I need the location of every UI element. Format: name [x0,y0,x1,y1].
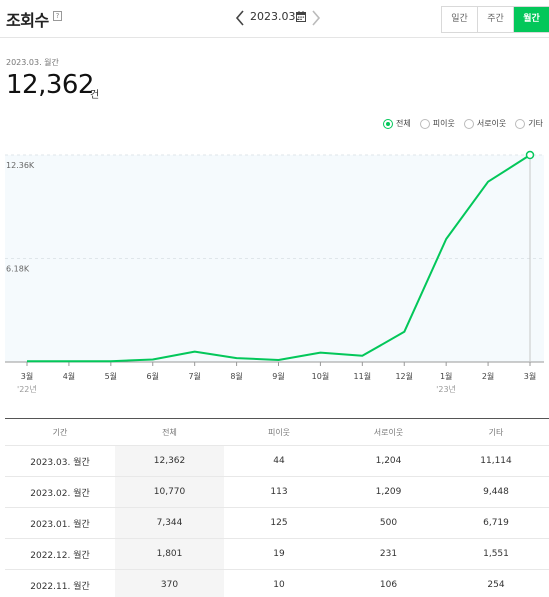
cell-mutual: 231 [379,549,398,559]
year-label: '23년 [436,384,456,394]
cell-mutual: 106 [379,580,398,590]
tab-daily[interactable]: 일간 [442,7,478,32]
table-row: 2023.02. 월간 10,770 113 1,209 9,448 [5,477,549,508]
total-views-unit: 건 [90,90,100,101]
table-row: 2022.12. 월간 1,801 19 231 1,551 [5,539,549,570]
cell-neighbor: 44 [273,456,285,466]
cell-period: 2022.11. 월간 [30,581,90,592]
column-header: 서로이웃 [373,427,404,437]
cell-other: 6,719 [483,518,509,528]
legend-item-mutual-neighbor[interactable]: 서로이웃 [463,118,507,129]
cell-period: 2023.01. 월간 [30,519,90,530]
cell-mutual: 500 [379,518,398,528]
y-tick-label: 6.18K [6,265,30,274]
cell-other: 254 [487,580,505,590]
chevron-right-icon[interactable] [310,9,322,27]
cell-total: 370 [115,570,224,597]
cell-neighbor: 19 [273,549,285,559]
legend: 전체 피이웃 서로이웃 기타 [383,118,543,129]
legend-item-other[interactable]: 기타 [515,118,543,129]
x-tick-label: 7월 [188,371,200,381]
stats-table: 기간 전체 피이웃 서로이웃 기타 2023.03. 월간 12,362 44 … [5,418,549,597]
header: 조회수 ? 2023.03. 일간 주간 월간 [0,0,549,38]
x-tick-label: 10월 [312,371,330,381]
cell-neighbor: 113 [270,487,288,497]
legend-label: 서로이웃 [476,119,507,128]
table-row: 2022.11. 월간 370 10 106 254 [5,570,549,597]
radio-icon [515,118,526,129]
calendar-icon[interactable] [296,11,306,22]
cell-other: 11,114 [480,456,512,466]
legend-label: 전체 [396,119,411,128]
cell-neighbor: 10 [273,580,285,590]
table-row: 2023.03. 월간 12,362 44 1,204 11,114 [5,446,549,477]
period-toggle: 일간 주간 월간 [441,6,549,33]
cell-mutual: 1,209 [375,487,402,497]
tab-monthly[interactable]: 월간 [514,7,549,32]
views-line-chart: 6.18K 12.36K 3월 4월 5월 6월 7월 8월 9월 10월 11월 12월 1월 2월 3월… [0,145,549,400]
cell-period: 2022.12. 월간 [30,550,90,561]
radio-icon [383,118,393,129]
current-date: 2023.03. [250,10,299,23]
radio-icon [419,118,430,129]
series-line [26,154,531,363]
x-tick-label: 3월 [524,371,536,381]
cell-neighbor: 125 [270,518,288,528]
cell-total: 10,770 [115,477,224,507]
plot-area [5,155,544,362]
cell-mutual: 1,204 [375,456,402,466]
tab-weekly[interactable]: 주간 [478,7,514,32]
cell-other: 9,448 [483,487,509,497]
help-icon[interactable]: ? [53,11,62,21]
x-tick-label: 4월 [63,371,75,381]
chart-svg: 6.18K 12.36K 3월 4월 5월 6월 7월 8월 9월 10월 11월 12월 1월 2월 3월… [5,150,544,394]
legend-item-all[interactable]: 전체 [383,118,411,129]
x-tick-label: 5월 [105,371,117,381]
y-tick-label: 12.36K [6,161,35,170]
x-tick-label: 3월 [21,371,33,381]
legend-label: 기타 [528,119,544,128]
chevron-left-icon[interactable] [234,9,246,27]
cell-total: 12,362 [115,446,224,476]
x-tick-label: 12월 [395,371,413,381]
cell-other: 1,551 [483,549,509,559]
cell-period: 2023.03. 월간 [30,457,90,468]
x-tick-label: 9월 [272,371,284,381]
x-tick-label: 1월 [440,371,452,381]
table-row: 2023.01. 월간 7,344 125 500 6,719 [5,508,549,539]
cell-period: 2023.02. 월간 [30,488,90,499]
data-point [525,150,535,160]
x-tick-label: 8월 [230,371,242,381]
table-header-row: 기간 전체 피이웃 서로이웃 기타 [5,418,549,446]
x-tick-label: 2월 [482,371,494,381]
column-header: 피이웃 [267,427,291,437]
column-header: 기간 [52,427,68,437]
column-header: 기타 [488,427,504,437]
legend-label: 피이웃 [432,119,455,128]
cell-total: 1,801 [115,539,224,569]
legend-item-neighbor[interactable]: 피이웃 [419,118,455,129]
radio-icon [463,118,474,129]
column-header: 전체 [162,427,177,437]
summary-period: 2023.03. 월간 [6,58,59,67]
cell-total: 7,344 [115,508,224,538]
x-tick-label: 6월 [147,371,159,381]
total-views-value: 12,362 [6,70,94,100]
x-tick-label: 11월 [354,371,372,381]
year-label: '22년 [17,384,37,394]
page-title: 조회수 [6,11,49,30]
